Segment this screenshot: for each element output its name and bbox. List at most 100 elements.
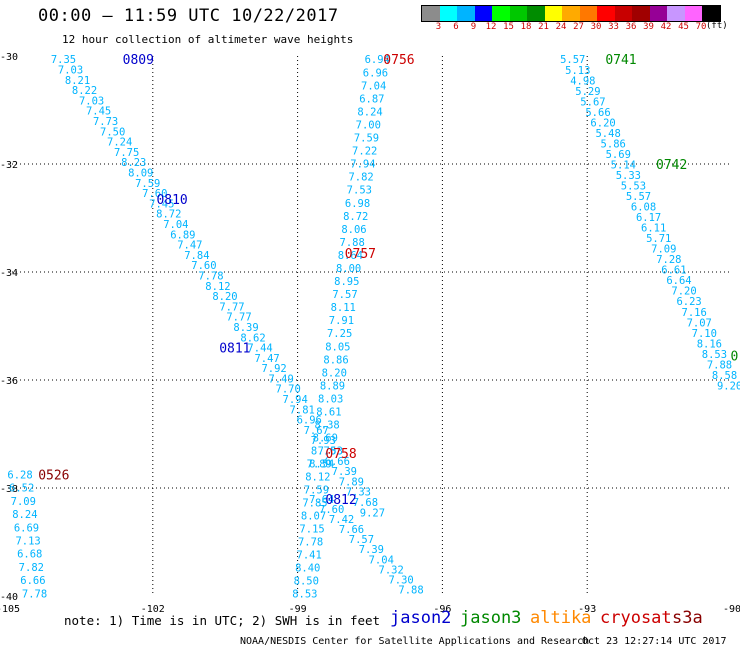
wave-height-value: 7.93 bbox=[311, 435, 336, 447]
wave-height-value: 6.52 bbox=[9, 483, 34, 495]
scale-swatch bbox=[684, 6, 702, 21]
wave-height-value: 8.86 bbox=[323, 354, 348, 366]
wave-height-value: 7.82 bbox=[348, 172, 373, 184]
y-tick-label: -38 bbox=[0, 484, 18, 495]
wave-height-value: 8.64 bbox=[338, 250, 363, 262]
pass-time-label: 0757 bbox=[345, 247, 376, 262]
wave-height-value: 7.09 bbox=[651, 244, 676, 256]
scale-label: 9 bbox=[470, 22, 477, 32]
wave-height-value: 8.53 bbox=[702, 349, 727, 361]
scale-swatch bbox=[474, 6, 492, 21]
wave-height-value: 7.53 bbox=[347, 185, 372, 197]
wave-height-value: 6.94 bbox=[365, 54, 390, 66]
wave-height-value: 7.04 bbox=[163, 219, 188, 231]
wave-height-value: 8.61 bbox=[316, 407, 341, 419]
y-tick-label: -40 bbox=[0, 592, 18, 603]
wave-height-value: 9.20 bbox=[717, 380, 740, 392]
wave-height-value: 7.45 bbox=[149, 198, 174, 210]
scale-label: 24 bbox=[555, 22, 567, 32]
wave-height-value: 8.50 bbox=[294, 575, 319, 587]
wave-height-value: 7.20 bbox=[671, 286, 696, 298]
generated-time: Oct 23 12:27:14 UTC 2017 bbox=[582, 636, 727, 647]
wave-height-value: 7.09 bbox=[11, 496, 36, 508]
wave-height-value: 7.10 bbox=[692, 328, 717, 340]
wave-height-value: 8.23 bbox=[121, 157, 146, 169]
wave-height-value: 8.58 bbox=[712, 370, 737, 382]
wave-height-value: 7.33 bbox=[346, 487, 371, 499]
legend-jason2: jason2 bbox=[390, 608, 452, 628]
wave-height-value: 7.13 bbox=[15, 536, 40, 548]
wave-height-value: 7.89 bbox=[339, 476, 364, 488]
wave-height-value: 5.71 bbox=[646, 233, 671, 245]
wave-height-value: 7.91 bbox=[329, 315, 354, 327]
wave-height-value: 7.07 bbox=[687, 317, 712, 329]
x-tick-label: -105 bbox=[0, 604, 20, 615]
wave-height-value: 7.84 bbox=[184, 250, 209, 262]
wave-height-value: 8.12 bbox=[305, 472, 330, 484]
wave-height-value: 8.72 bbox=[156, 209, 181, 221]
wave-height-value: 8.39 bbox=[233, 322, 258, 334]
wave-height-value: 7.60 bbox=[191, 260, 216, 272]
wave-height-value: 7.24 bbox=[107, 137, 132, 149]
scale-label: 45 bbox=[678, 22, 689, 32]
wave-height-value: 5.29 bbox=[575, 86, 600, 98]
wave-height-value: 7.78 bbox=[298, 536, 323, 548]
pass-time-label: 0812 bbox=[325, 493, 356, 508]
pass-time-label: 0810 bbox=[156, 193, 187, 208]
wave-height-value: 7.04 bbox=[361, 80, 386, 92]
wave-height-value: 8.54 bbox=[309, 459, 334, 471]
wave-height-value: 5.48 bbox=[595, 128, 620, 140]
scale-label: 3 bbox=[435, 22, 442, 32]
scale-swatch bbox=[667, 6, 685, 21]
legend-altika: altika bbox=[530, 608, 592, 628]
color-scale-labels: 3 6 9 12 15 18 21 24 27 30 33 36 39 42 45 70 bbox=[421, 22, 740, 34]
wave-height-value: 6.08 bbox=[631, 202, 656, 214]
wave-height-value: 7.73 bbox=[93, 116, 118, 128]
wave-height-value: 7.88 bbox=[707, 359, 732, 371]
wave-height-value: 7.28 bbox=[656, 254, 681, 266]
scale-label: 12 bbox=[485, 22, 497, 32]
scale-label: 33 bbox=[608, 22, 619, 32]
wave-height-value: 7.30 bbox=[388, 574, 413, 586]
wave-height-value: 7.89 bbox=[307, 459, 332, 471]
wave-height-value: 5.67 bbox=[580, 96, 605, 108]
wave-height-value: 7.15 bbox=[299, 524, 324, 536]
wave-height-value: 5.86 bbox=[601, 138, 626, 150]
wave-height-value: 7.57 bbox=[349, 534, 374, 546]
scale-swatch bbox=[579, 6, 597, 21]
wave-height-value: 6.23 bbox=[676, 296, 701, 308]
y-tick-label: -36 bbox=[0, 376, 18, 387]
wave-height-value: 8.07 bbox=[301, 511, 326, 523]
wave-height-value: 7.60 bbox=[319, 504, 344, 516]
wave-height-value: 8.05 bbox=[325, 341, 350, 353]
pass-time-label: 0809 bbox=[123, 53, 154, 68]
wave-height-value: 7.04 bbox=[369, 554, 394, 566]
y-tick-label: -30 bbox=[0, 52, 18, 63]
scale-label: 39 bbox=[643, 22, 654, 32]
scale-label: 21 bbox=[538, 22, 549, 32]
x-tick-label: -102 bbox=[141, 604, 165, 615]
scale-label: 30 bbox=[590, 22, 602, 32]
wave-height-value: 6.66 bbox=[20, 575, 45, 587]
wave-height-value: 7.47 bbox=[177, 240, 202, 252]
wave-height-value: 7.88 bbox=[398, 585, 423, 597]
scale-swatch bbox=[614, 6, 632, 21]
wave-height-value: 8.95 bbox=[334, 276, 359, 288]
wave-height-value: 7.78 bbox=[22, 588, 47, 600]
wave-height-value: 7.92 bbox=[261, 363, 286, 375]
wave-height-value: 8.69 bbox=[313, 433, 338, 445]
legend-jason3: jason3 bbox=[460, 608, 522, 628]
wave-height-value: 7.68 bbox=[353, 497, 378, 509]
wave-height-value: 6.64 bbox=[666, 275, 691, 287]
wave-height-value: 7.88 bbox=[340, 237, 365, 249]
wave-height-value: 8.20 bbox=[212, 291, 237, 303]
wave-height-value: 7.53 bbox=[318, 446, 343, 458]
wave-height-value: 8.20 bbox=[322, 367, 347, 379]
wave-height-value: 6.28 bbox=[7, 470, 32, 482]
credit-line: NOAA/NESDIS Center for Satellite Applica… bbox=[240, 636, 590, 647]
pass-time-label: 0756 bbox=[383, 53, 414, 68]
wave-height-value: 7.94 bbox=[283, 394, 308, 406]
wave-height-value: 8.00 bbox=[336, 263, 361, 275]
color-scale-bar bbox=[421, 5, 721, 22]
wave-height-value: 5.69 bbox=[606, 149, 631, 161]
